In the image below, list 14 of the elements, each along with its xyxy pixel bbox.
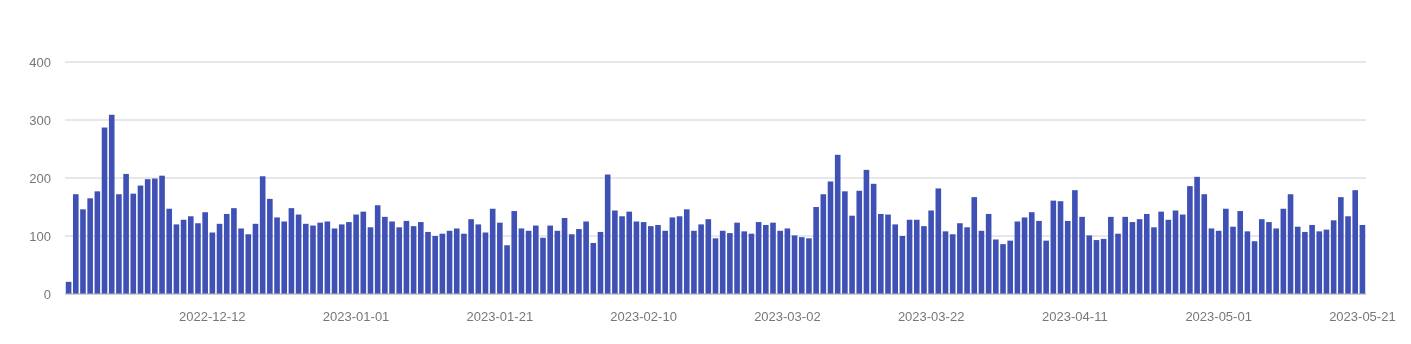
- y-tick-label: 100: [29, 228, 51, 244]
- x-tick-label: 2023-05-21: [1329, 309, 1396, 324]
- y-tick-label: 300: [29, 112, 51, 128]
- y-tick-label: 200: [29, 170, 51, 186]
- x-tick-label: 2023-03-22: [897, 309, 965, 324]
- x-tick-label: 2023-01-21: [466, 309, 534, 324]
- y-tick-label: 0: [43, 286, 51, 302]
- x-tick-label: 2023-02-10: [610, 309, 677, 324]
- x-tick-label: 2023-01-01: [322, 309, 390, 324]
- x-tick-label: 2023-04-11: [1042, 309, 1108, 324]
- y-tick-label: 400: [29, 54, 51, 70]
- x-tick-label: 2023-03-02: [754, 309, 821, 324]
- x-tick-label: 2023-05-01: [1185, 309, 1252, 324]
- x-tick-label: 2022-12-12: [179, 309, 246, 324]
